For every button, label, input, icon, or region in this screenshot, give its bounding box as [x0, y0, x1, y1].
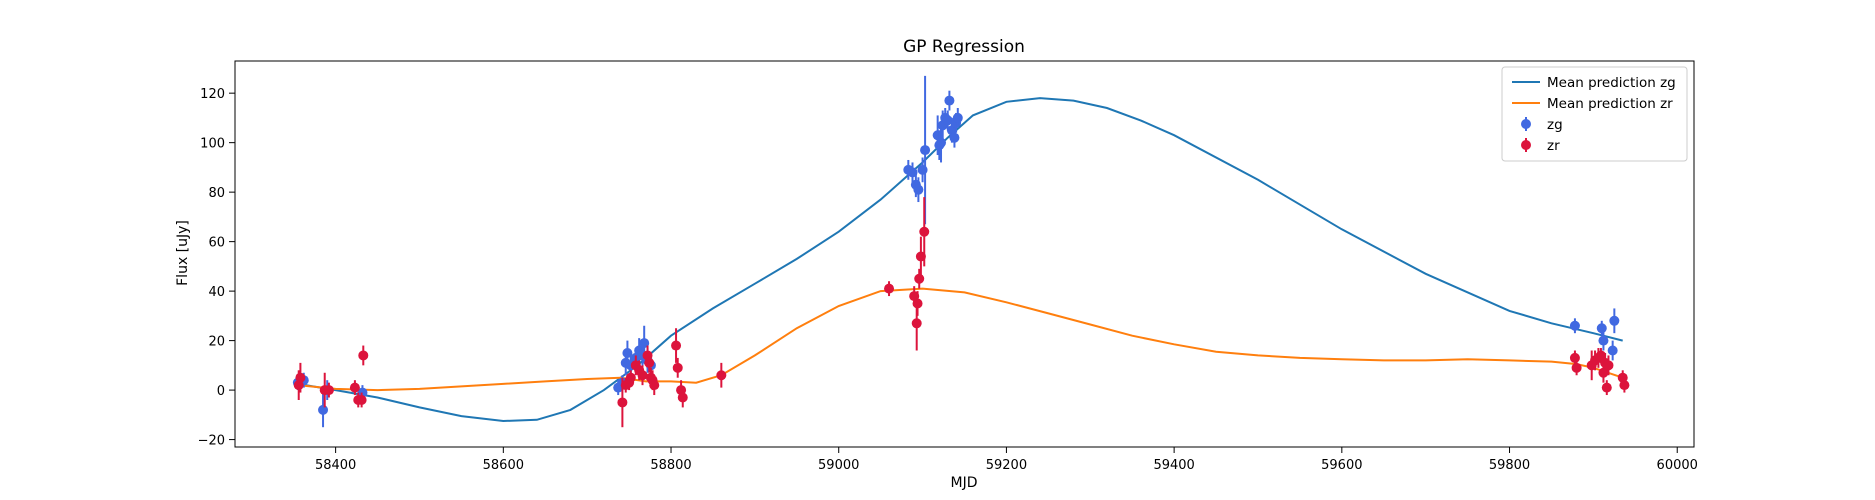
data-point: [295, 373, 305, 383]
data-point: [649, 380, 659, 390]
series-mean-prediction-zg: [298, 98, 1623, 421]
chart-title: GP Regression: [903, 37, 1025, 57]
data-point: [920, 145, 930, 155]
legend-label: zg: [1547, 117, 1563, 133]
data-point: [357, 395, 367, 405]
data-point: [912, 318, 922, 328]
data-point: [1602, 383, 1612, 393]
legend-label: zr: [1547, 138, 1560, 154]
legend-label: Mean prediction zr: [1547, 96, 1673, 112]
plot-frame: [235, 61, 1694, 447]
x-tick-label: 59400: [1153, 458, 1194, 473]
data-point: [671, 341, 681, 351]
x-tick-label: 58400: [315, 458, 356, 473]
data-point: [673, 363, 683, 373]
data-point: [884, 284, 894, 294]
data-point: [953, 113, 963, 123]
x-tick-label: 59200: [986, 458, 1027, 473]
y-tick-label: 120: [200, 87, 225, 102]
data-point: [1570, 353, 1580, 363]
data-point: [914, 274, 924, 284]
x-tick-label: 59000: [818, 458, 859, 473]
data-point: [716, 370, 726, 380]
data-point: [919, 227, 929, 237]
data-point: [1597, 323, 1607, 333]
data-point: [678, 393, 688, 403]
y-tick-label: 40: [208, 285, 225, 300]
x-tick-label: 59600: [1321, 458, 1362, 473]
data-point: [949, 133, 959, 143]
data-point: [644, 358, 654, 368]
series-line: [298, 98, 1623, 421]
y-tick-label: 20: [208, 335, 225, 350]
series-zg-points: [293, 76, 1619, 427]
data-point: [324, 385, 334, 395]
series-mean-prediction-zr: [298, 289, 1623, 391]
x-tick-label: 58800: [650, 458, 691, 473]
data-point: [1603, 360, 1613, 370]
data-point: [350, 383, 360, 393]
y-tick-label: 100: [200, 137, 225, 152]
y-axis-label: Flux [uJy]: [175, 220, 191, 286]
x-tick-label: 58600: [483, 458, 524, 473]
plot-area: [293, 76, 1630, 427]
data-point: [358, 350, 368, 360]
legend-swatch-marker: [1521, 119, 1531, 129]
y-tick-label: 60: [208, 236, 225, 251]
y-tick-label: 80: [208, 186, 225, 201]
data-point: [1608, 346, 1618, 356]
data-point: [1570, 321, 1580, 331]
y-tick-label: 0: [217, 384, 225, 399]
data-point: [626, 373, 636, 383]
plot-content: [293, 76, 1630, 427]
legend-label: Mean prediction zg: [1547, 75, 1676, 91]
legend: Mean prediction zg Mean prediction zr zg zr: [1502, 67, 1687, 161]
data-point: [1572, 363, 1582, 373]
x-axis-label: MJD: [951, 475, 978, 491]
legend-swatch-marker: [1521, 140, 1531, 150]
data-point: [913, 298, 923, 308]
data-point: [944, 96, 954, 106]
x-tick-label: 60000: [1657, 458, 1698, 473]
data-point: [936, 138, 946, 148]
data-point: [617, 397, 627, 407]
data-point: [1598, 336, 1608, 346]
series-line: [298, 289, 1623, 391]
data-point: [1619, 380, 1629, 390]
data-point: [1609, 316, 1619, 326]
data-point: [913, 185, 923, 195]
data-point: [318, 405, 328, 415]
y-tick-label: −20: [198, 434, 225, 449]
x-tick-label: 59800: [1489, 458, 1530, 473]
series-zr-points: [294, 197, 1630, 427]
